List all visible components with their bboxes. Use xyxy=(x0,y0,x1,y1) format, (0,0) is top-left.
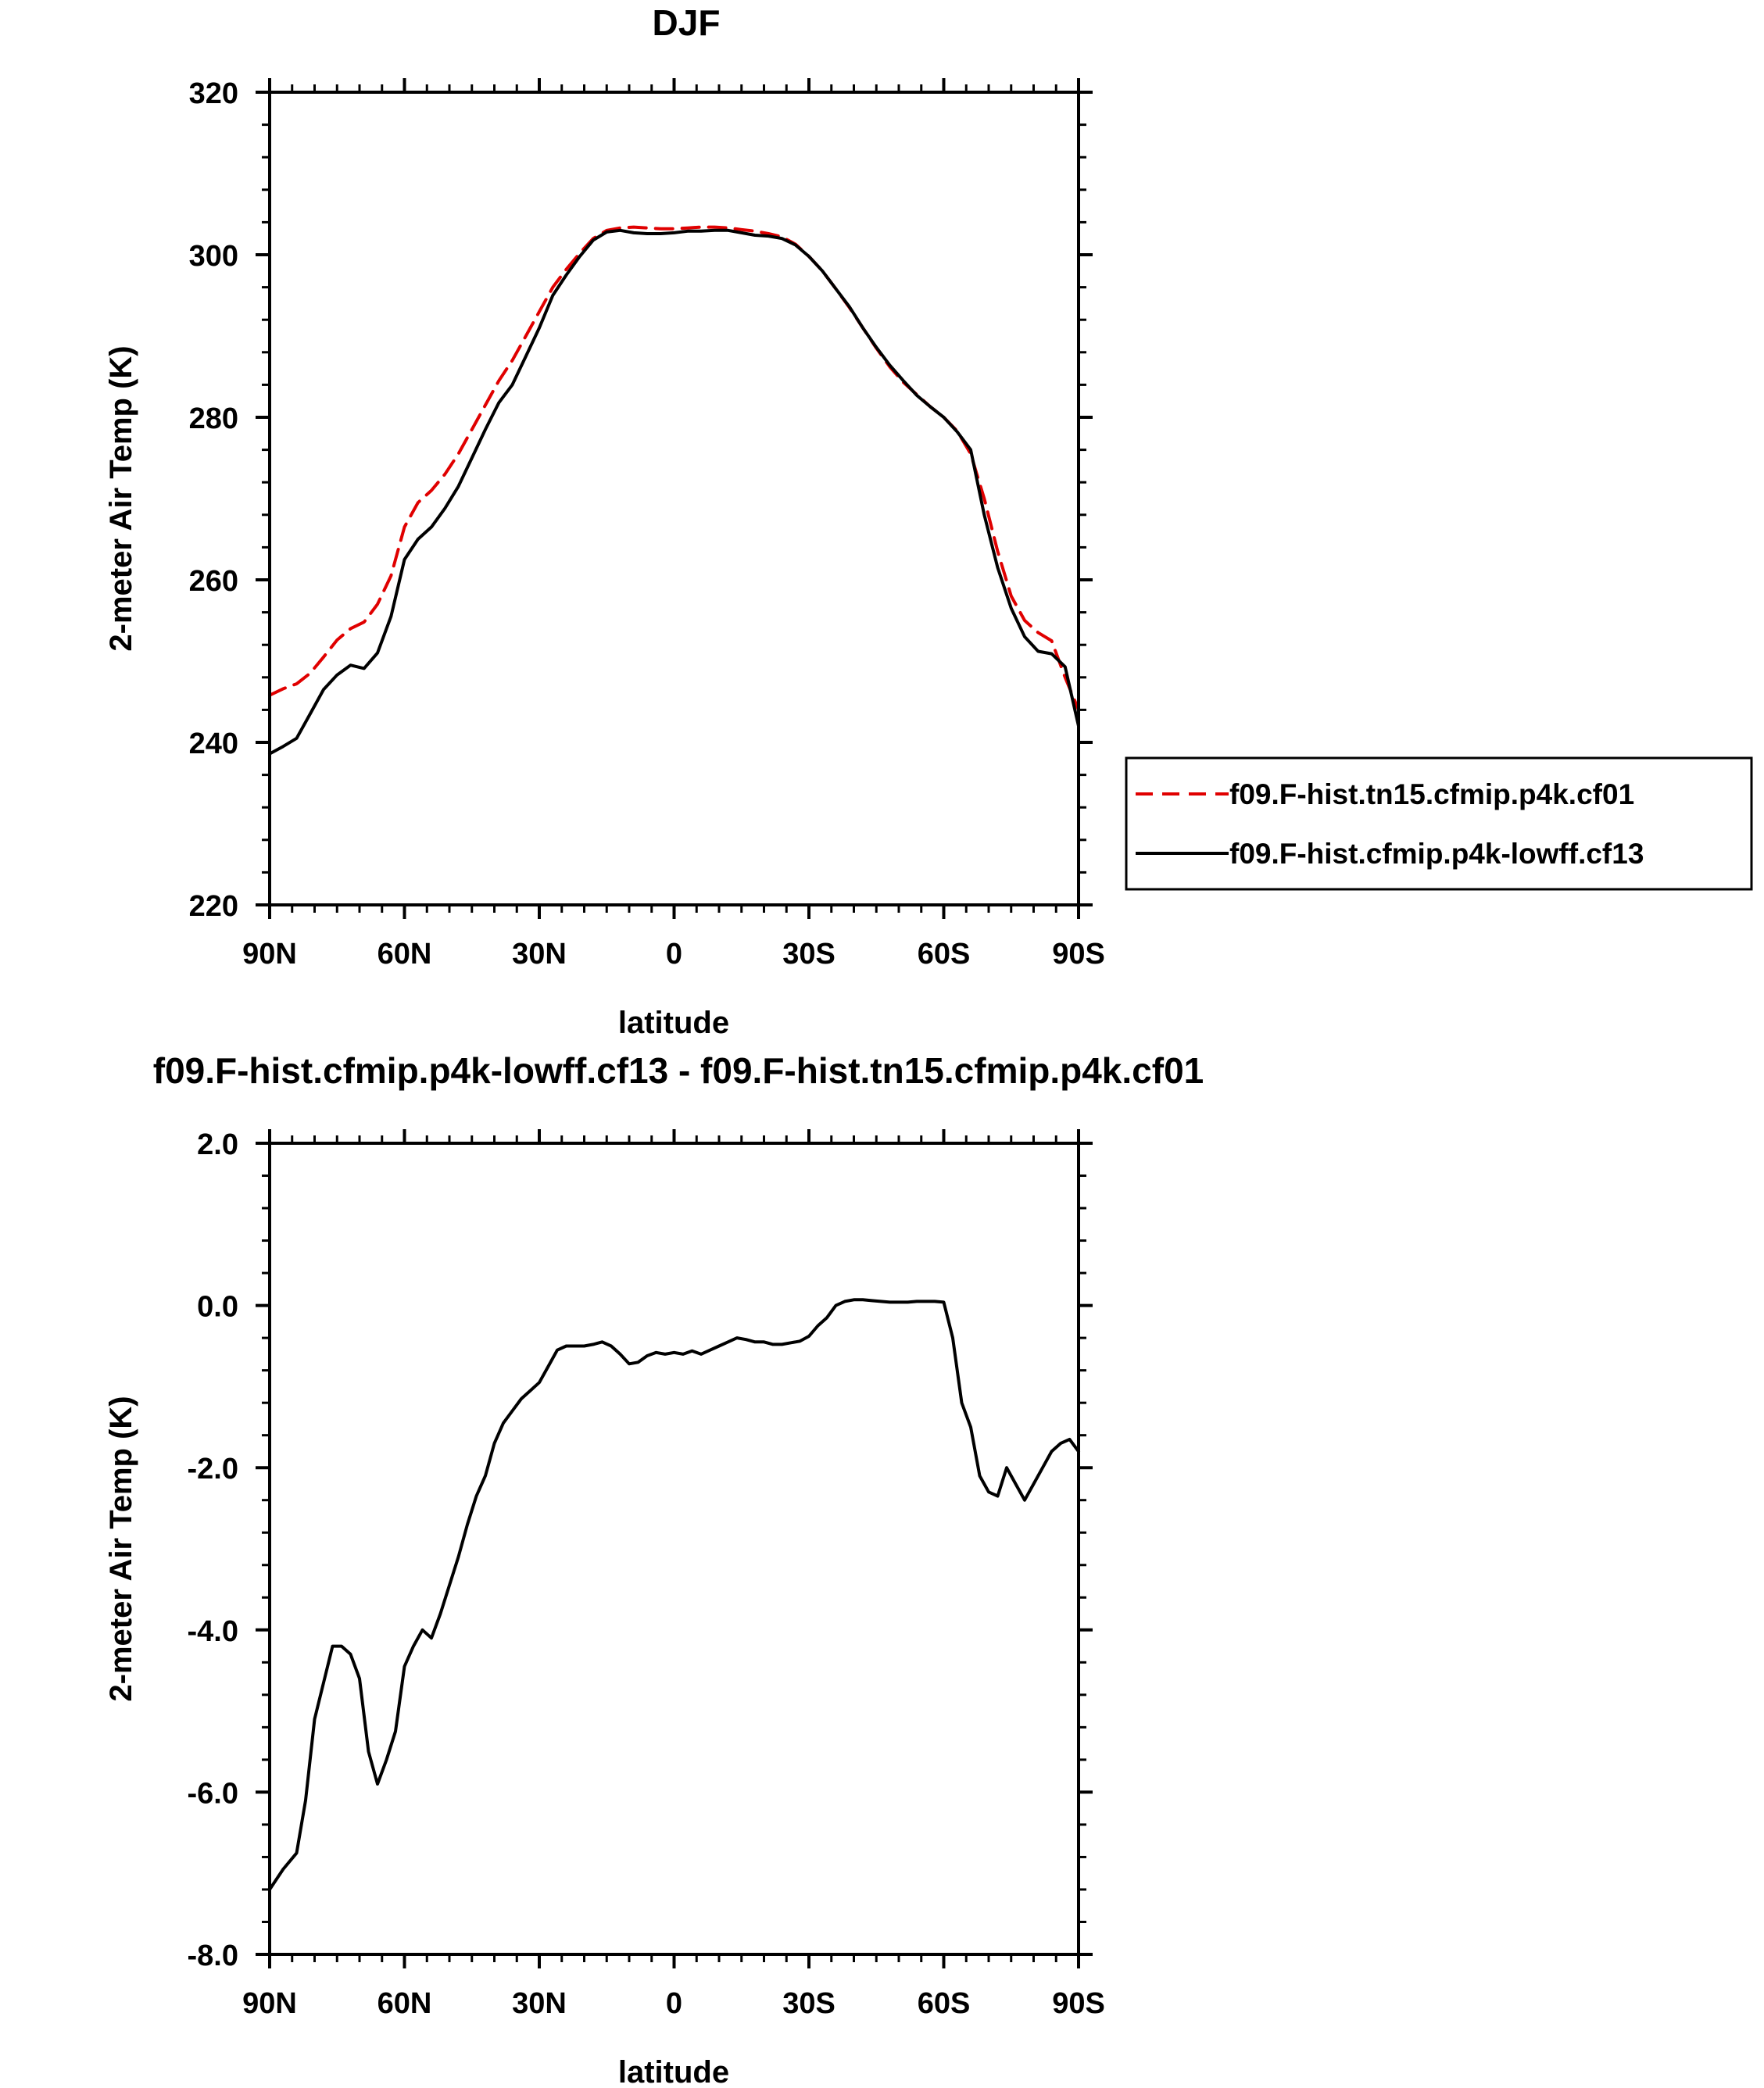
y-tick-label: -4.0 xyxy=(188,1615,238,1648)
top-x-ticks: 90N 60N 30N 0 30S 60S 90S xyxy=(242,78,1105,971)
x-tick-label: 60S xyxy=(918,1987,971,2020)
y-tick-label: 220 xyxy=(189,890,238,923)
y-tick-label: -2.0 xyxy=(188,1453,238,1486)
legend-label-cf01: f09.F-hist.tn15.cfmip.p4k.cf01 xyxy=(1229,778,1634,810)
legend-label-cf13: f09.F-hist.cfmip.p4k-lowff.cf13 xyxy=(1229,838,1644,870)
top-panel: DJF 90N 60N 30N 0 30S 60S 90S 220 240 260 280 300 3… xyxy=(104,2,1753,1040)
y-tick-label: -8.0 xyxy=(188,1940,238,1972)
y-tick-label: 300 xyxy=(189,240,238,273)
bottom-panel: f09.F-hist.cfmip.p4k-lowff.cf13 - f09.F-… xyxy=(104,1050,1204,2088)
x-tick-label: 0 xyxy=(666,1987,682,2020)
y-tick-label: 260 xyxy=(189,565,238,598)
top-chart-title: DJF xyxy=(653,2,721,43)
series-line-1-0 xyxy=(268,1298,1080,1891)
bottom-y-axis-label: 2-meter Air Temp (K) xyxy=(104,1396,138,1701)
y-tick-label: 0.0 xyxy=(197,1291,238,1324)
y-tick-label: -6.0 xyxy=(188,1777,238,1810)
y-tick-label: 280 xyxy=(189,402,238,435)
x-tick-label: 0 xyxy=(666,938,682,971)
top-y-ticks: 220 240 260 280 300 320 xyxy=(189,77,1093,923)
bottom-series-group xyxy=(268,1298,1080,1891)
y-tick-label: 320 xyxy=(189,77,238,110)
series-line-0-1 xyxy=(268,228,1080,756)
x-tick-label: 30S xyxy=(782,1987,835,2020)
x-tick-label: 90S xyxy=(1052,938,1105,971)
x-tick-label: 30N xyxy=(512,1987,567,2020)
bottom-y-ticks: -8.0 -6.0 -4.0 -2.0 0.0 2.0 xyxy=(188,1128,1093,1972)
x-tick-label: 90N xyxy=(242,938,297,971)
bottom-x-axis-label: latitude xyxy=(618,2055,729,2088)
legend-box xyxy=(1125,756,1753,891)
x-tick-label: 90S xyxy=(1052,1987,1105,2020)
x-tick-label: 30S xyxy=(782,938,835,971)
legend: f09.F-hist.tn15.cfmip.p4k.cf01 f09.F-his… xyxy=(1125,756,1753,891)
bottom-x-ticks: 90N 60N 30N 0 30S 60S 90S xyxy=(242,1129,1105,2020)
top-y-axis-label: 2-meter Air Temp (K) xyxy=(104,345,138,651)
top-x-axis-label: latitude xyxy=(618,1006,729,1040)
x-tick-label: 60N xyxy=(377,1987,432,2020)
top-series-group xyxy=(268,225,1080,756)
x-tick-label: 30N xyxy=(512,938,567,971)
x-tick-label: 90N xyxy=(242,1987,297,2020)
y-tick-label: 240 xyxy=(189,728,238,760)
x-tick-label: 60S xyxy=(918,938,971,971)
x-tick-label: 60N xyxy=(377,938,432,971)
y-tick-label: 2.0 xyxy=(197,1128,238,1161)
bottom-chart-title: f09.F-hist.cfmip.p4k-lowff.cf13 - f09.F-… xyxy=(153,1050,1204,1091)
